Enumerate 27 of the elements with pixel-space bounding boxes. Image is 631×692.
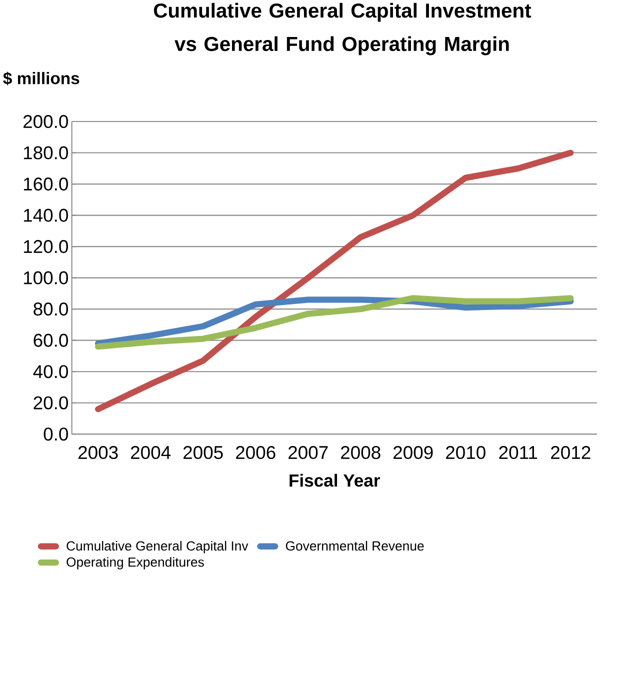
x-tick-label: 2005	[183, 446, 223, 460]
y-tick-label: 120.0	[24, 240, 68, 254]
y-tick-label: 20.0	[34, 396, 68, 410]
legend-label: Operating Expenditures	[66, 557, 204, 570]
y-tick-label: 40.0	[33, 365, 68, 378]
legend-label: Cumulative General Capital Inv	[66, 540, 248, 554]
y-tick-label: 80.0	[34, 302, 68, 316]
x-tick-label: 2003	[78, 446, 118, 460]
x-tick-label: 2008	[340, 446, 380, 460]
x-tick-label: 2012	[551, 446, 590, 460]
x-tick-label: 2011	[499, 446, 537, 460]
x-tick-label: 2007	[288, 446, 328, 460]
y-tick-label: 0.0	[44, 428, 68, 441]
y-axis-title: $ millions	[3, 72, 80, 86]
y-tick-label: 180.0	[24, 146, 68, 160]
y-tick-label: 200.0	[23, 114, 68, 128]
y-tick-label: 100.0	[24, 271, 68, 284]
chart-title: Cumulative General Capital Investment vs General Fund Operating Margin	[154, 2, 532, 56]
y-tick-label: 60.0	[34, 334, 68, 347]
x-tick-label: 2010	[446, 446, 486, 460]
y-tick-label: 160.0	[24, 178, 68, 191]
x-axis-title: Fiscal Year	[290, 474, 380, 487]
x-tick-label: 2009	[393, 446, 433, 460]
legend-label: Governmental Revenue	[286, 540, 424, 551]
y-tick-label: 140.0	[24, 208, 68, 222]
x-tick-label: 2004	[130, 446, 170, 460]
x-tick-label: 2006	[236, 446, 276, 460]
